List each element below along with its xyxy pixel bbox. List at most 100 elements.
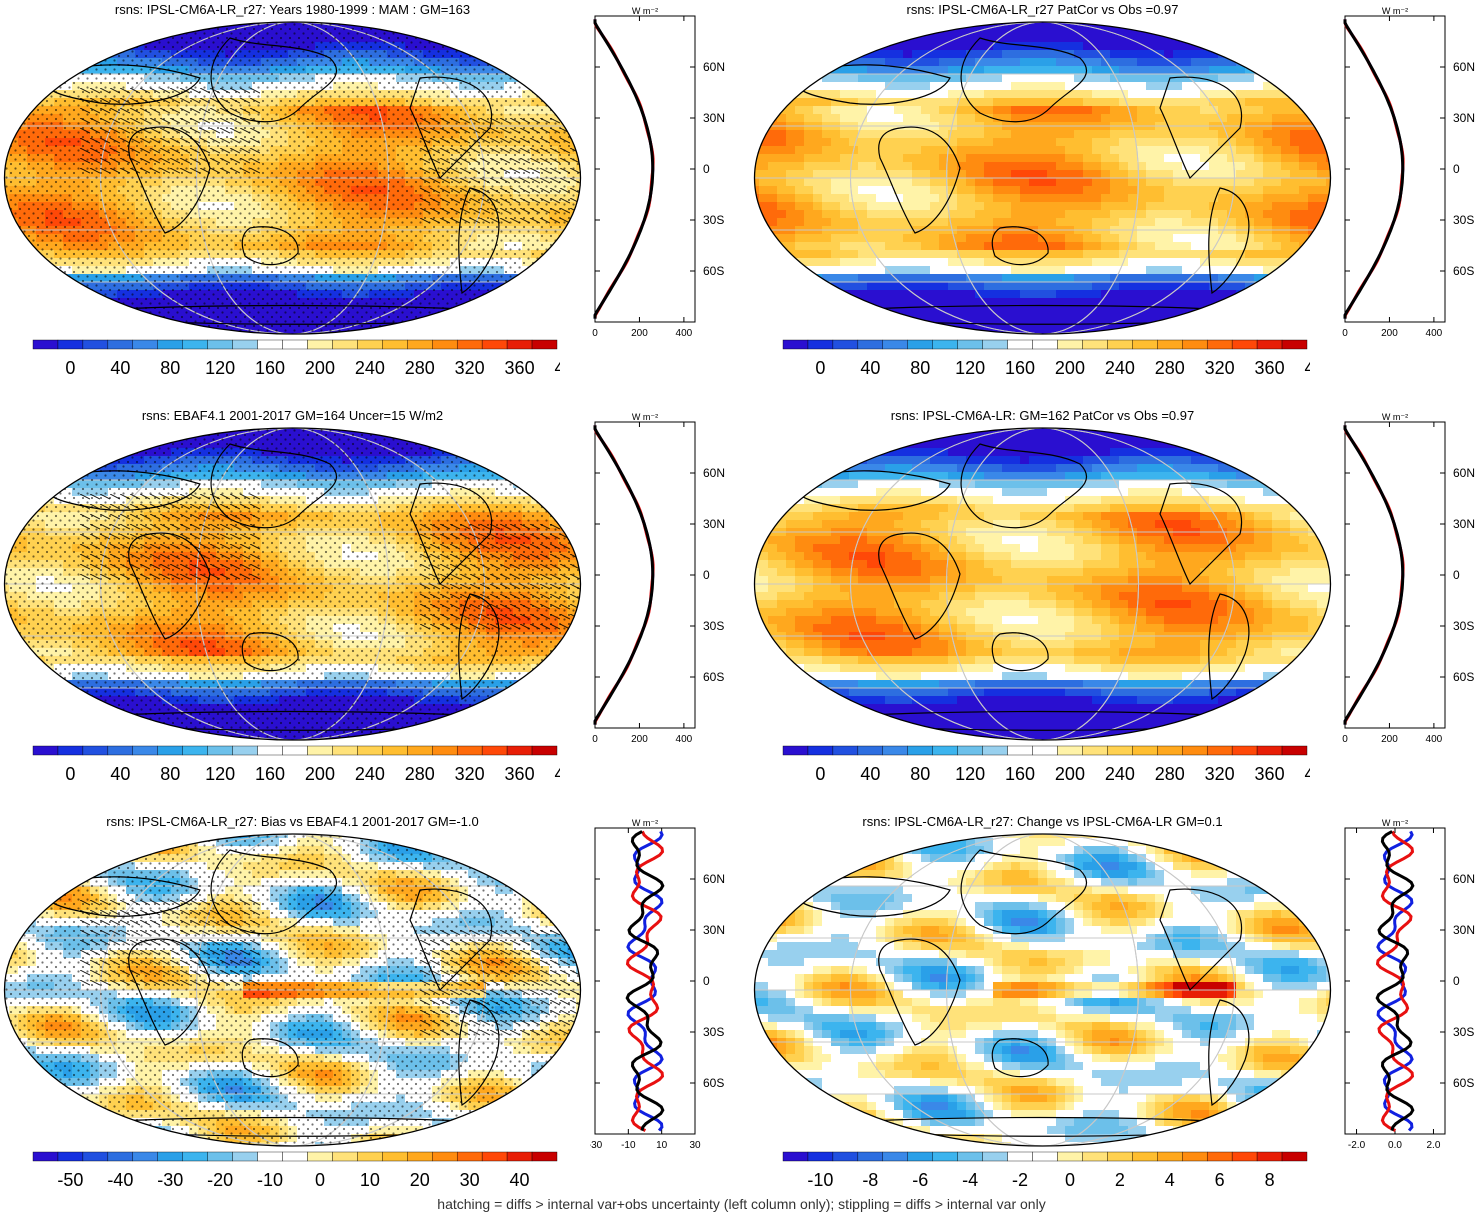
colorbar-swatch [457, 746, 482, 755]
colorbar-swatch [33, 746, 58, 755]
profile-x-tick: 400 [1426, 734, 1443, 745]
colorbar-swatch [183, 746, 208, 755]
map-p4 [750, 424, 1335, 744]
panel-title: rsns: IPSL-CM6A-LR: GM=162 PatCor vs Obs… [750, 408, 1335, 423]
colorbar-swatch [958, 340, 983, 349]
panel-p3: rsns: EBAF4.1 2001-2017 GM=164 Uncer=15 … [0, 406, 740, 811]
colorbar-swatch [808, 1152, 833, 1161]
profile-x-tick: 0.0 [1388, 1140, 1402, 1151]
colorbar-label: 0 [815, 358, 825, 378]
profile-lat-tick: 30N [703, 517, 725, 531]
colorbar-swatch [332, 746, 357, 755]
colorbar-swatch [983, 746, 1008, 755]
colorbar-label: 280 [1155, 764, 1185, 784]
colorbar-swatch [1282, 746, 1307, 755]
colorbar-swatch [1008, 340, 1033, 349]
colorbar-swatch [407, 340, 432, 349]
colorbar-label: 4 [1165, 1170, 1175, 1190]
colorbar-label: 400 [554, 358, 560, 378]
colorbar-swatch [183, 340, 208, 349]
colorbar-swatch [83, 340, 108, 349]
colorbar-swatch [133, 340, 158, 349]
colorbar-label: 6 [1215, 1170, 1225, 1190]
colorbar-label: 80 [160, 358, 180, 378]
colorbar-swatch [407, 1152, 432, 1161]
profile-lat-tick: 30N [703, 923, 725, 937]
panel-title: rsns: IPSL-CM6A-LR_r27: Years 1980-1999 … [0, 2, 585, 17]
profile-x-tick: 30 [689, 1140, 701, 1151]
colorbar-label: 0 [815, 764, 825, 784]
colorbar-p5: -50-40-30-20-1001020304050 [30, 1150, 560, 1200]
colorbar-label: 10 [360, 1170, 380, 1190]
colorbar-swatch [33, 340, 58, 349]
colorbar-swatch [833, 1152, 858, 1161]
colorbar-swatch [808, 746, 833, 755]
colorbar-swatch [1033, 1152, 1058, 1161]
colorbar-swatch [1232, 746, 1257, 755]
colorbar-p6: -10-8-6-4-20246810 [780, 1150, 1310, 1200]
colorbar-label: 30 [460, 1170, 480, 1190]
colorbar-label: 280 [405, 358, 435, 378]
colorbar-swatch [1033, 340, 1058, 349]
profile-x-tick: 0 [1342, 734, 1348, 745]
colorbar-label: 320 [455, 764, 485, 784]
colorbar-swatch [958, 1152, 983, 1161]
colorbar-swatch [382, 1152, 407, 1161]
colorbar-p3: 04080120160200240280320360400 [30, 744, 560, 794]
colorbar-swatch [532, 340, 557, 349]
colorbar-swatch [1132, 340, 1157, 349]
colorbar-label: 200 [1055, 358, 1085, 378]
colorbar-swatch [58, 746, 83, 755]
colorbar-label: 10 [1309, 1170, 1310, 1190]
colorbar-swatch [858, 746, 883, 755]
colorbar-swatch [482, 746, 507, 755]
profile-lat-tick: 60N [1453, 466, 1475, 480]
colorbar-swatch [908, 746, 933, 755]
map-p3 [0, 424, 585, 744]
profile-unit-label: W m⁻² [632, 6, 658, 16]
colorbar-swatch [208, 746, 233, 755]
colorbar-swatch [58, 340, 83, 349]
colorbar-swatch [833, 746, 858, 755]
profile-lat-tick: 30S [1453, 619, 1474, 633]
panel-p4: rsns: IPSL-CM6A-LR: GM=162 PatCor vs Obs… [750, 406, 1483, 811]
colorbar-swatch [1157, 340, 1182, 349]
colorbar-label: 0 [1065, 1170, 1075, 1190]
colorbar-swatch [983, 1152, 1008, 1161]
profile-lat-tick: 60N [703, 60, 725, 74]
colorbar-label: -6 [912, 1170, 928, 1190]
colorbar-swatch [532, 1152, 557, 1161]
colorbar-swatch [1282, 340, 1307, 349]
colorbar-swatch [258, 746, 283, 755]
colorbar-swatch [208, 340, 233, 349]
colorbar-swatch [307, 746, 332, 755]
profile-x-tick: 200 [1381, 328, 1398, 339]
colorbar-swatch [783, 340, 808, 349]
colorbar-label: -10 [257, 1170, 283, 1190]
profile-lat-tick: 60S [703, 264, 724, 278]
profile-lat-tick: 30S [703, 213, 724, 227]
footer-note: hatching = diffs > internal var+obs unce… [0, 1196, 1483, 1212]
colorbar-label: 400 [1304, 764, 1310, 784]
panel-p6: rsns: IPSL-CM6A-LR_r27: Change vs IPSL-C… [750, 812, 1483, 1217]
colorbar-swatch [507, 340, 532, 349]
profile-lat-tick: 30N [1453, 923, 1475, 937]
colorbar-swatch [233, 340, 258, 349]
profile-lat-tick: 30S [703, 1025, 724, 1039]
profile-lat-tick: 60N [703, 466, 725, 480]
colorbar-swatch [283, 340, 308, 349]
colorbar-swatch [1182, 1152, 1207, 1161]
colorbar-swatch [283, 746, 308, 755]
colorbar-swatch [382, 746, 407, 755]
colorbar-swatch [883, 1152, 908, 1161]
colorbar-swatch [307, 340, 332, 349]
colorbar-label: 240 [1105, 358, 1135, 378]
profile-x-tick: 0 [592, 734, 598, 745]
colorbar-swatch [1107, 340, 1132, 349]
profile-x-tick: -30 [590, 1140, 603, 1151]
profile-x-tick: 2.0 [1427, 1140, 1441, 1151]
